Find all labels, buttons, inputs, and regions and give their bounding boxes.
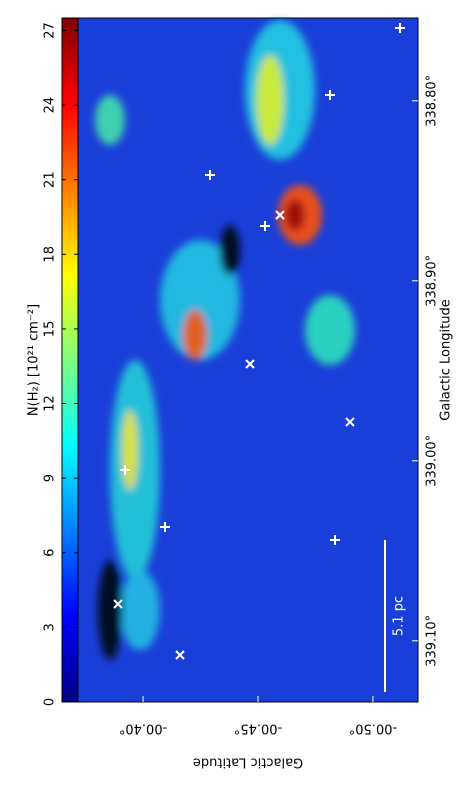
- colorbar-tick-label: 0: [43, 698, 58, 706]
- colorbar-tick-label: 24: [43, 97, 58, 114]
- x-tick-label: 339.10°: [425, 615, 440, 667]
- y-axis-label: Galactic Latitude: [193, 755, 303, 770]
- colorbar-tick-label: 3: [43, 623, 58, 631]
- x-tick-label: 339.00°: [425, 435, 440, 487]
- colorbar-tick-label: 27: [43, 22, 58, 39]
- colorbar-label: N(H₂) [10²¹ cm⁻²]: [27, 304, 42, 416]
- colorbar-tick-label: 12: [43, 395, 58, 412]
- y-tick-label: -00.40°: [119, 721, 167, 736]
- y-tick-label: -00.50°: [349, 721, 397, 736]
- x-tick-label: 338.80°: [425, 75, 440, 127]
- y-tick-label: -00.45°: [234, 721, 282, 736]
- source-markers: [113, 23, 405, 660]
- colorbar: [61, 17, 79, 703]
- x-tick-label: 338.90°: [425, 255, 440, 307]
- colorbar-tick-label: 6: [43, 549, 58, 557]
- colorbar-tick-label: 9: [43, 474, 58, 482]
- colorbar-tick-label: 21: [43, 171, 58, 188]
- colorbar-tick-label: 18: [43, 246, 58, 263]
- colorbar-tick-label: 15: [43, 321, 58, 338]
- map-image: [78, 18, 418, 702]
- scalebar-label: 5.1 pc: [392, 596, 407, 636]
- plot-frame: [77, 17, 419, 703]
- x-axis-label: Galactic Longitude: [439, 299, 454, 420]
